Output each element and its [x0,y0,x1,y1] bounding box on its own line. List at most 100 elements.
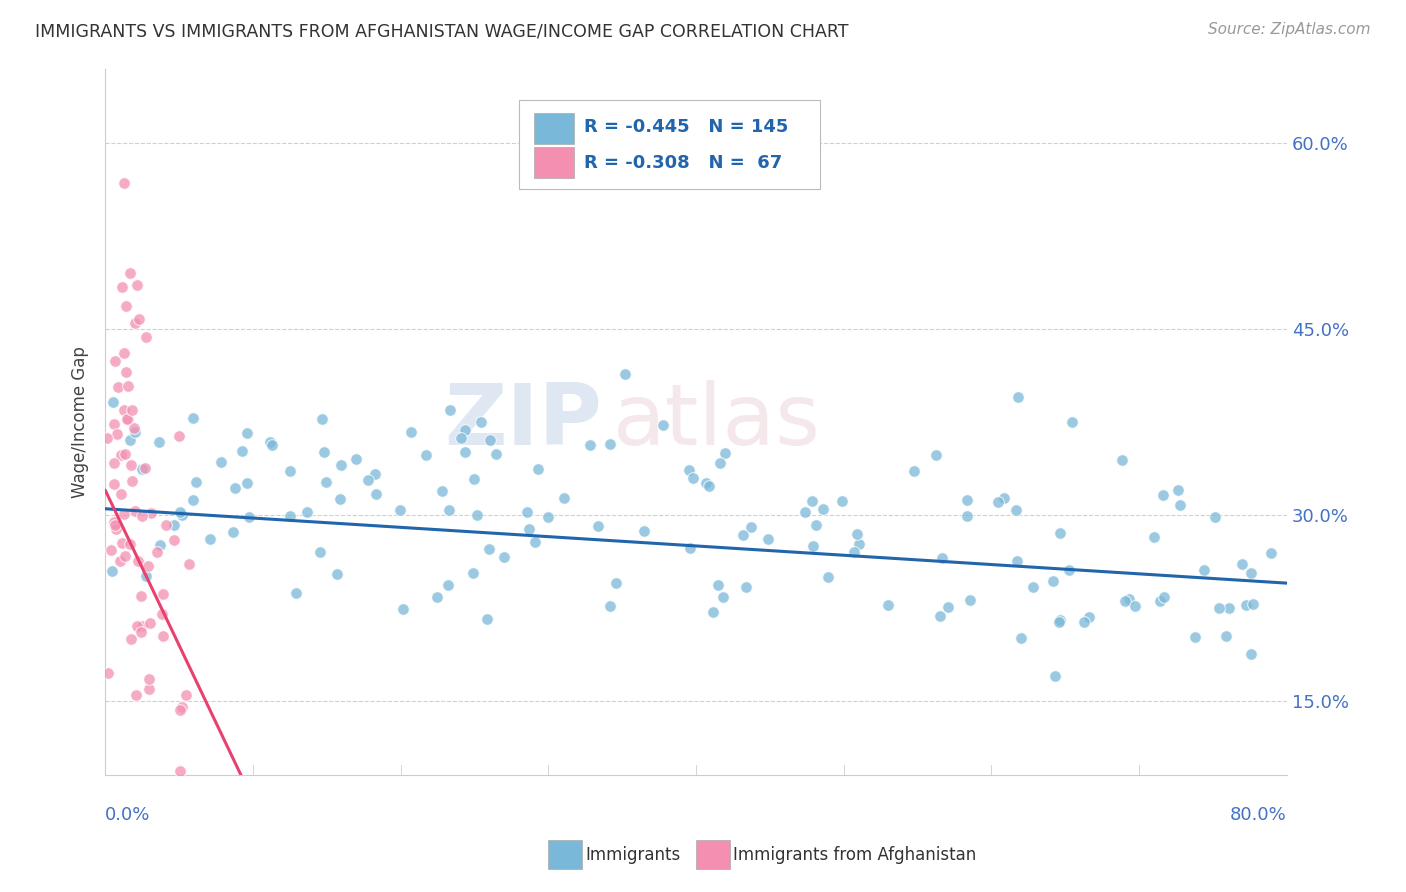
Point [925,448,948,462]
Point [731,528,754,542]
Point [110,486,132,500]
Point [135,569,157,583]
Point [127,554,149,568]
Point [131,508,153,523]
Point [599,599,621,613]
Point [1167,483,1189,497]
Point [134,461,156,475]
Point [114,549,136,563]
Point [139,507,162,521]
Point [465,508,488,523]
Point [183,805,205,820]
Point [801,539,824,553]
Point [1234,599,1257,613]
Point [138,672,160,686]
Point [295,505,318,519]
Point [309,545,332,559]
Point [955,492,977,507]
Point [842,545,865,559]
Point [794,505,817,519]
Point [454,423,477,437]
Point [388,502,411,516]
Point [112,176,135,190]
Point [707,578,730,592]
Point [430,483,453,498]
Point [1215,629,1237,643]
Text: Immigrants: Immigrants [585,846,681,863]
Point [149,538,172,552]
Point [553,491,575,506]
Point [167,429,190,443]
FancyBboxPatch shape [534,147,574,178]
Point [110,448,132,462]
Point [811,501,834,516]
Point [344,452,367,467]
Point [1153,590,1175,604]
Point [136,799,159,814]
Point [463,472,485,486]
Point [461,566,484,580]
Point [129,624,152,639]
Point [391,601,413,615]
Point [1060,416,1083,430]
Point [399,425,422,439]
Point [1049,613,1071,627]
Point [679,541,702,555]
Point [702,605,724,619]
Point [588,519,610,533]
Point [118,433,141,447]
Point [111,280,134,294]
Point [1010,632,1032,646]
Point [120,537,142,551]
Point [105,523,128,537]
Point [124,689,146,703]
Point [1184,630,1206,644]
Point [993,491,1015,505]
Text: 0.0%: 0.0% [105,806,150,824]
Point [1168,498,1191,512]
Point [326,566,349,581]
Text: R = -0.445   N = 145: R = -0.445 N = 145 [583,118,789,136]
Point [103,417,125,431]
Point [1118,592,1140,607]
Point [1243,597,1265,611]
Point [186,475,208,489]
Point [1047,615,1070,629]
Point [138,681,160,696]
Point [128,311,150,326]
Point [1005,503,1028,517]
Point [259,435,281,450]
Point [135,330,157,344]
Point [1073,615,1095,630]
Point [436,577,458,591]
Point [537,509,560,524]
Point [1208,601,1230,615]
Point [363,467,385,482]
Point [163,518,186,533]
Point [104,517,127,532]
Point [450,431,472,445]
Point [181,411,204,425]
Point [697,479,720,493]
Point [152,629,174,643]
Point [177,557,200,571]
Text: 80.0%: 80.0% [1230,806,1286,824]
Point [100,542,122,557]
Point [152,587,174,601]
Point [959,592,981,607]
Point [120,632,142,646]
Point [605,575,627,590]
Point [169,505,191,519]
Point [1260,546,1282,560]
Point [1049,526,1071,541]
Point [1114,593,1136,607]
Point [112,507,135,521]
Point [454,445,477,459]
Point [150,607,173,622]
Point [903,464,925,478]
Text: R = -0.308   N =  67: R = -0.308 N = 67 [583,153,782,171]
Point [103,515,125,529]
Point [236,425,259,440]
Point [364,486,387,500]
Point [125,618,148,632]
